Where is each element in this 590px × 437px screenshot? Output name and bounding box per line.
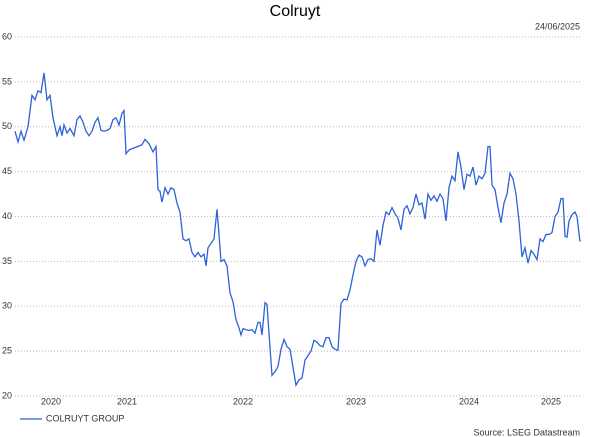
y-tick-label: 35	[2, 256, 12, 266]
price-line	[14, 72, 581, 388]
chart-title: Colruyt	[270, 3, 321, 20]
x-tick-label: 2025	[541, 396, 561, 406]
y-tick-label: 20	[2, 390, 12, 400]
y-tick-label: 45	[2, 166, 12, 176]
legend-label: COLRUYT GROUP	[46, 413, 124, 423]
x-tick-label: 2020	[41, 396, 61, 406]
y-tick-label: 30	[2, 301, 12, 311]
x-tick-label: 2021	[117, 396, 137, 406]
x-tick-label: 2022	[233, 396, 253, 406]
y-tick-label: 25	[2, 346, 12, 356]
y-tick-label: 50	[2, 121, 12, 131]
x-tick-label: 2024	[459, 396, 479, 406]
y-tick-label: 60	[2, 31, 12, 41]
source: Source: LSEG Datastream	[473, 427, 580, 437]
date-label: 24/06/2025	[535, 21, 580, 31]
y-tick-label: 40	[2, 211, 12, 221]
y-tick-label: 55	[2, 76, 12, 86]
x-tick-label: 2023	[346, 396, 366, 406]
